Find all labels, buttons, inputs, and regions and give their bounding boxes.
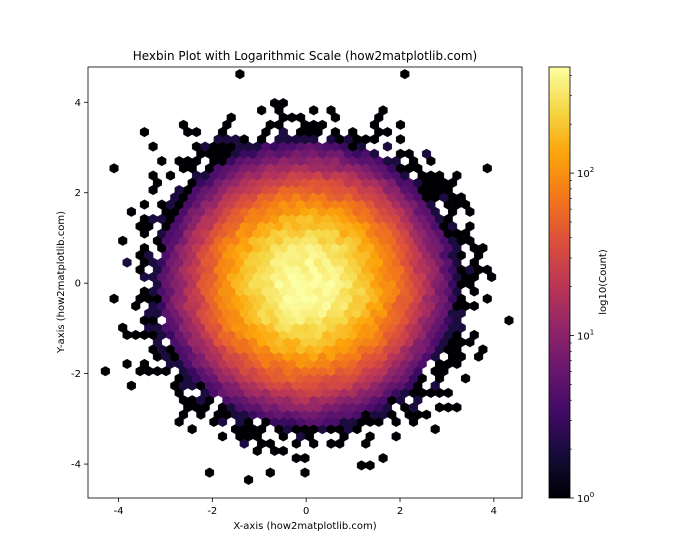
hexbin-cell [348,127,358,138]
hexbin-cell [317,119,327,130]
hexbin-cell [395,134,406,145]
hexbin-cell [296,112,306,123]
hexbin-cell [482,163,492,174]
hexbin-cell [126,206,136,217]
hexbin-cell [369,148,379,159]
colorbar-tick-label: 102 [577,166,594,180]
hexbin-cell [100,366,110,377]
hexbin-cell [265,438,275,449]
x-tick-label: -2 [207,506,217,517]
hexbin-cell [326,105,336,116]
y-axis-ticks: -4 -2 0 2 4 [71,98,88,471]
chart-title: Hexbin Plot with Logarithmic Scale (how2… [133,49,478,63]
hexbin-cell [404,148,414,159]
colorbar-ticks: 100 101 102 [570,75,594,505]
hexbin-cell [126,380,136,391]
hexbin-cell [461,373,471,384]
hexbin-cell [139,242,149,254]
hexbin-cell [482,264,492,275]
x-axis-ticks: -4 -2 0 2 4 [114,498,497,517]
hexbin-cell [122,358,132,370]
hexbin-cell [278,445,288,456]
hexbin-cell [330,127,340,138]
hexbin-cell [430,424,440,435]
hexbin-cell [300,453,310,464]
hexbin-cell [148,170,158,181]
hexbin-cell [257,105,267,116]
y-tick-label: -4 [71,460,81,471]
hexbin-cell [465,221,475,232]
hexbin-cell [421,409,432,420]
hexbin-cell [226,112,236,123]
hexbin-cell [278,98,288,109]
hexbin-cell [309,105,319,116]
hexbin-cell [265,467,275,478]
hexbin-cell [456,192,466,203]
hexbin-cell [300,467,310,478]
hexbin-cell [365,460,375,471]
hexbin-cell [122,257,132,268]
hexbin-cell [157,156,167,167]
hexbin-cell [443,387,453,398]
hexbin-cell [118,322,128,333]
colorbar [549,67,570,498]
hexbin-cell [421,148,432,159]
x-tick-label: 2 [397,506,403,517]
hexbin-cell [391,431,401,442]
hexbin-cell [139,358,149,370]
hexbin-cell [382,141,392,152]
hexbin-cell [395,119,406,130]
y-tick-label: 2 [75,188,81,199]
hexbin-cell [478,242,488,254]
hexbin-cell [400,69,410,80]
hexbin-cell [148,141,158,152]
hexbin-cell [469,300,479,312]
colorbar-tick-label: 100 [577,491,594,505]
hexbin-cell [239,134,249,145]
hexbin-cell [365,431,375,442]
hexbin-cell [378,105,388,116]
hexbin-cell [504,315,514,326]
colorbar-tick-label: 101 [577,329,594,343]
y-tick-label: 0 [75,279,81,290]
hexbin-cell [382,127,392,138]
hexbin-cell [482,293,492,304]
hexbin-cell [435,170,445,181]
hexbin-cell [469,329,479,341]
hexbin-cells [100,69,514,485]
hexbin-cell [235,69,245,80]
hexbin-cell [191,127,202,138]
hexbin-cell [109,293,119,304]
hexbin-cell [204,467,215,478]
x-tick-label: -4 [114,506,124,517]
x-tick-label: 4 [491,506,497,517]
y-tick-label: 4 [75,98,81,109]
hexbin-cell [217,431,228,442]
hexbin-cell [378,453,388,464]
y-axis-label: Y-axis (how2matplotlib.com) [56,211,67,354]
colorbar-label: log10(Count) [598,249,609,315]
hexbin-cell [118,235,128,246]
hexbin-cell [478,344,488,355]
hexbin-cell [109,163,119,174]
hexbin-cell [244,474,254,485]
hexbin-cell [187,424,197,435]
hexbin-cell [452,170,462,181]
hexbin-cell [165,170,176,181]
x-tick-label: 0 [303,506,309,517]
x-axis-label: X-axis (how2matplotlib.com) [233,521,376,532]
hexbin-cell [178,119,189,130]
hexbin-cell [139,199,149,210]
colorbar-frame [548,66,571,499]
plot-frame [87,66,523,499]
y-tick-label: -2 [71,369,81,380]
hexbin-cell [452,402,462,413]
hexbin-cell [139,127,149,138]
